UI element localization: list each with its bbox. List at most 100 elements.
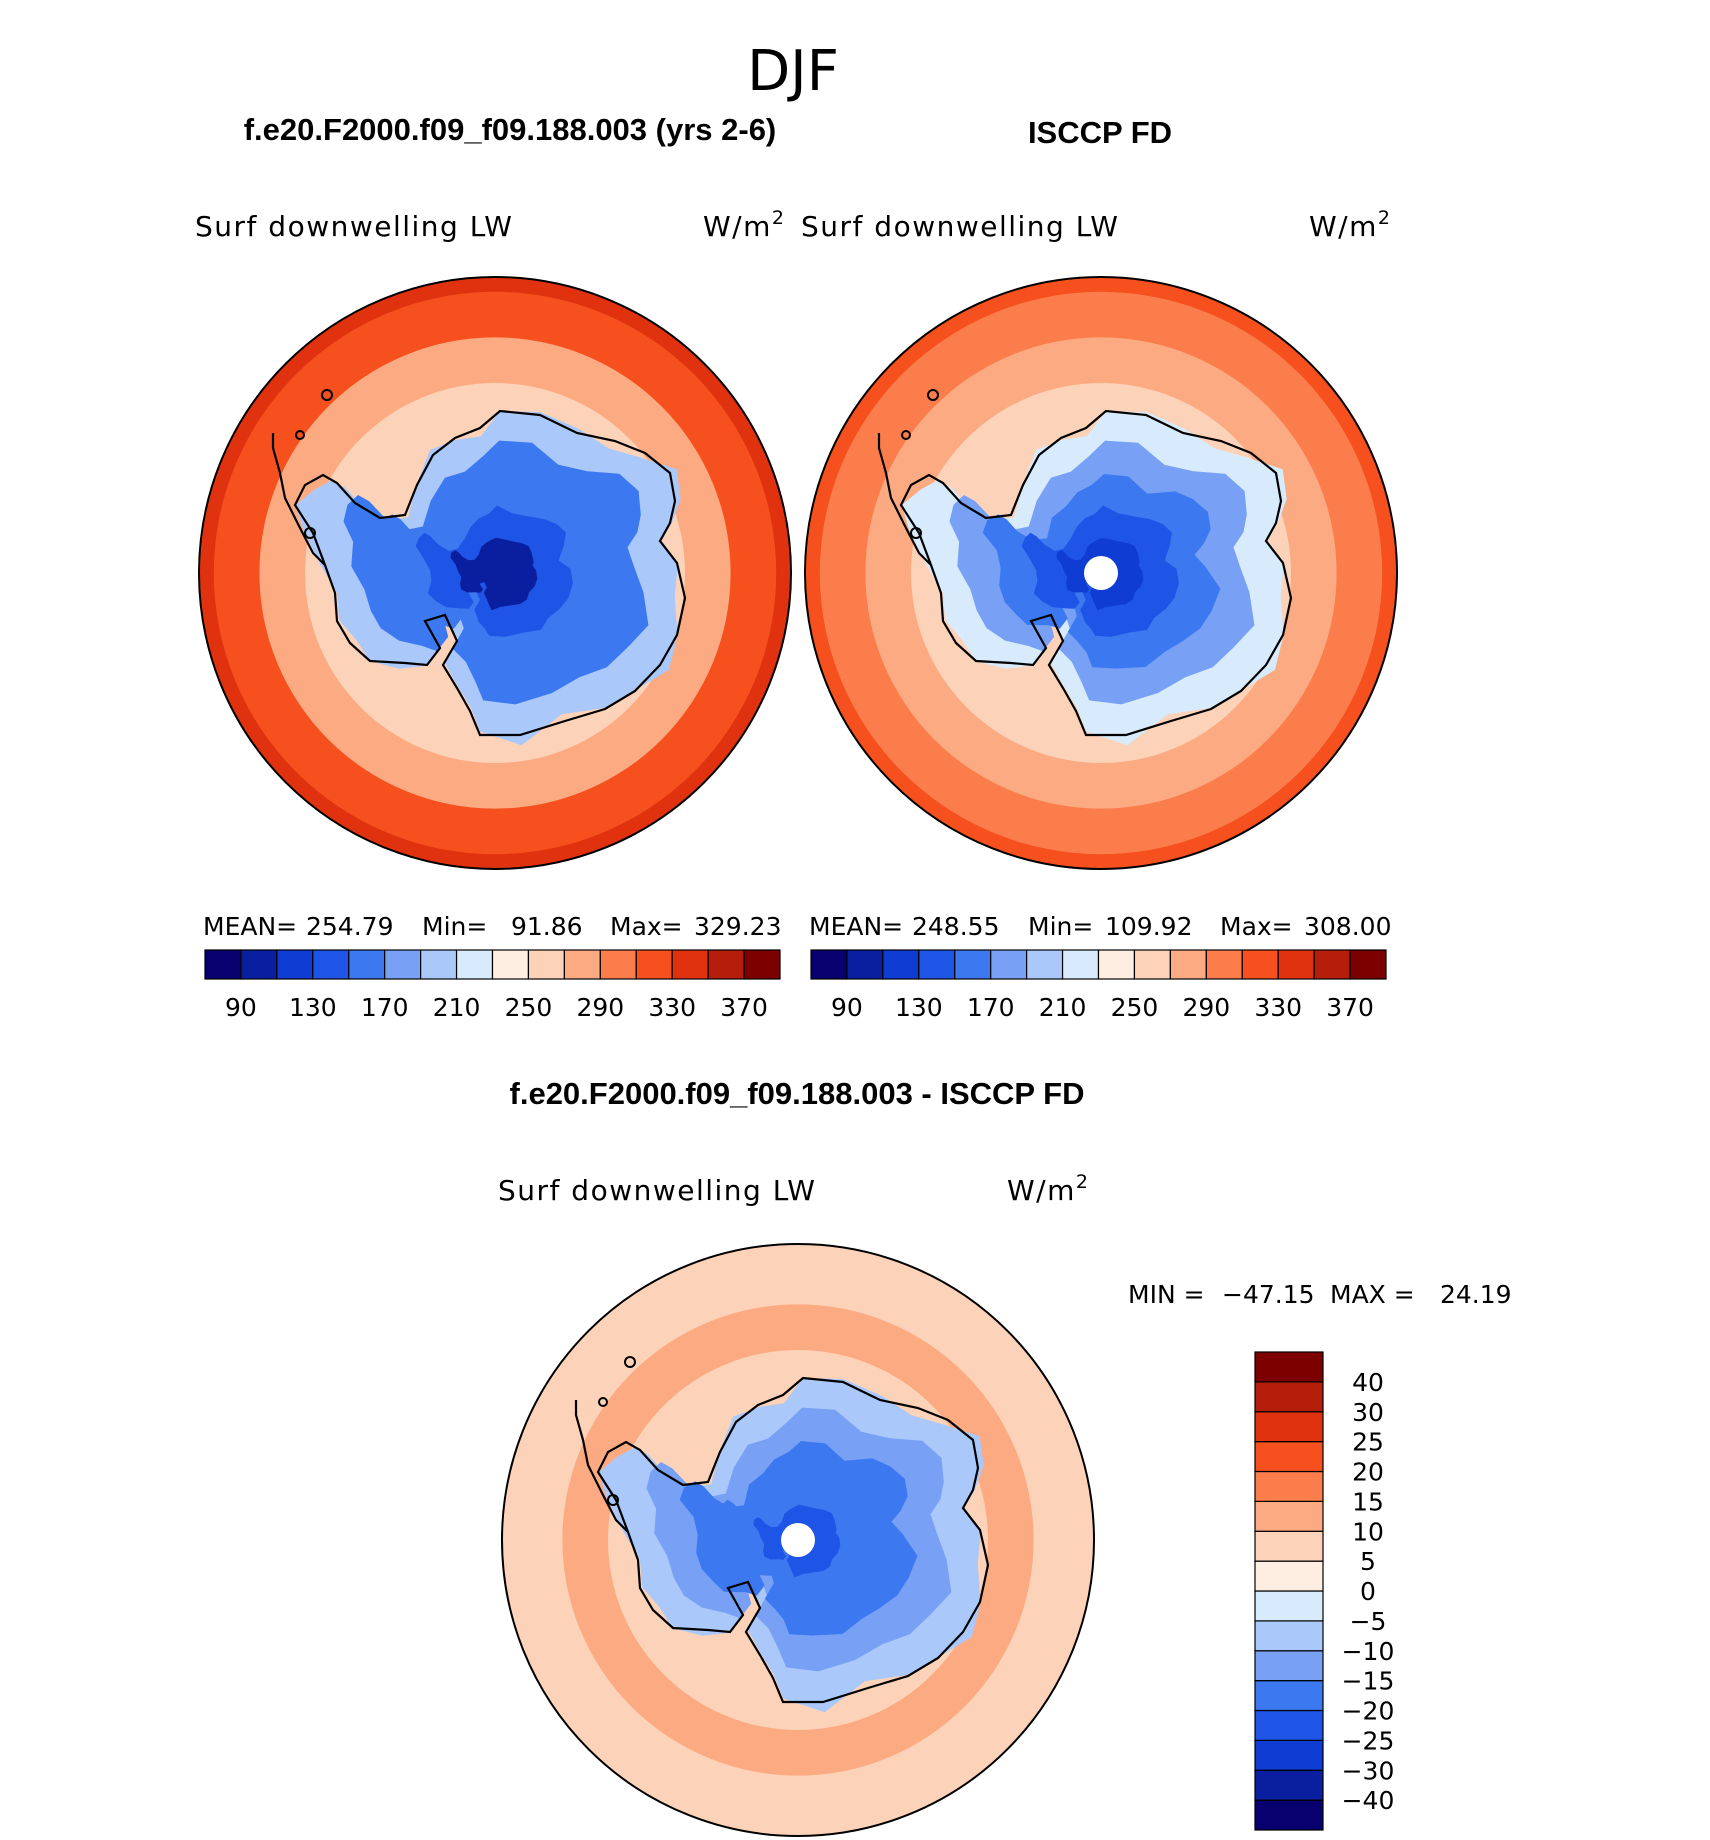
colorbar-swatch <box>1254 1680 1324 1712</box>
panel-1-min-value: 91.86 <box>511 912 583 941</box>
colorbar-swatch <box>1133 949 1171 980</box>
antarctica-coastline <box>293 409 687 737</box>
map-border <box>804 276 1398 870</box>
colorbar-swatch <box>599 949 637 980</box>
colorbar-swatch <box>1254 1799 1324 1831</box>
panel-1-stats: MEAN= 254.79 Min= 91.86 Max= 329.23 <box>203 912 781 941</box>
colorbar-swatch <box>1254 1620 1324 1652</box>
panel-2-stats: MEAN= 248.55 Min= 109.92 Max= 308.00 <box>809 912 1391 941</box>
panel-2-units-label: W/m2 <box>1309 207 1392 243</box>
colorbar-swatch <box>240 949 278 980</box>
colorbar-swatch <box>1254 1650 1324 1682</box>
colorbar-swatch <box>1254 1381 1324 1413</box>
island-coastline <box>796 509 804 517</box>
colorbar-swatch <box>527 949 565 980</box>
colorbar-swatch <box>1254 1769 1324 1801</box>
colorbar-tick-label: 330 <box>1254 993 1302 1022</box>
missing-data-pole <box>781 1523 815 1557</box>
peninsula-coastline <box>574 1400 629 1533</box>
colorbar-tick-label: 25 <box>1352 1428 1384 1457</box>
panel-3-title: f.e20.F2000.f09_f09.188.003 - ISCCP FD <box>510 1076 1085 1111</box>
map-border <box>501 1243 1095 1837</box>
colorbar-swatch <box>918 949 956 980</box>
island-coastline <box>901 430 911 440</box>
colorbar-tick-label: 370 <box>1326 993 1374 1022</box>
panel-1-variable-label: Surf downwelling LW <box>195 210 513 243</box>
panel-1-units-label: W/m2 <box>703 207 786 243</box>
colorbar-tick-label: 330 <box>648 993 696 1022</box>
colorbar-swatch <box>635 949 673 980</box>
colorbar-tick-label: 0 <box>1360 1577 1376 1606</box>
island-coastline <box>927 389 939 401</box>
colorbar-swatch <box>1254 1709 1324 1741</box>
colorbar-tick-label: 250 <box>1111 993 1159 1022</box>
colorbar-tick-label: −30 <box>1342 1756 1395 1785</box>
panel-2-max-label: Max= <box>1220 912 1293 941</box>
colorbar-swatch <box>1254 1739 1324 1771</box>
peninsula-coastline <box>271 433 326 566</box>
colorbar-isccp: 90 130 170 210 250 290 330 370 <box>810 949 1387 1022</box>
colorbar-swatch <box>1254 1590 1324 1622</box>
panel-3-variable-label: Surf downwelling LW <box>498 1174 816 1207</box>
super-title: DJF <box>747 39 839 104</box>
island-coastline <box>304 527 316 539</box>
panel-2-mean-value: 248.55 <box>912 912 999 941</box>
panel-3-units-label: W/m2 <box>1007 1171 1090 1207</box>
colorbar-swatch <box>563 949 601 980</box>
colorbar-swatch <box>1254 1441 1324 1473</box>
colorbar-swatch <box>1254 1560 1324 1592</box>
colorbar-tick-label: 15 <box>1352 1487 1384 1516</box>
colorbar-swatch <box>204 949 242 980</box>
colorbar-tick-label: 30 <box>1352 1398 1384 1427</box>
colorbar-tick-label: 170 <box>967 993 1015 1022</box>
colorbar-tick-label: 130 <box>289 993 337 1022</box>
colorbar-tick-label: 10 <box>1352 1517 1384 1546</box>
colorbar-tick-label: 290 <box>1182 993 1230 1022</box>
panel-3-min-value: −47.15 <box>1222 1280 1315 1309</box>
panel-1-mean-value: 254.79 <box>306 912 393 941</box>
colorbar-swatch <box>348 949 386 980</box>
island-coastline <box>624 1356 636 1368</box>
polar-map-model <box>199 277 791 869</box>
panel-1-max-label: Max= <box>610 912 683 941</box>
colorbar-swatch <box>1313 949 1351 980</box>
colorbar-swatch <box>707 949 745 980</box>
colorbar-swatch <box>990 949 1028 980</box>
colorbar-swatch <box>1026 949 1064 980</box>
colorbar-tick-label: −20 <box>1342 1697 1395 1726</box>
colorbar-swatch <box>846 949 884 980</box>
panel-3-stats: MIN = −47.15 MAX = 24.19 <box>1128 1280 1512 1309</box>
panel-2-max-value: 308.00 <box>1304 912 1391 941</box>
antarctica-coastline <box>899 409 1293 737</box>
colorbar-swatch <box>1241 949 1279 980</box>
colorbar-swatch <box>1349 949 1387 980</box>
antarctica-coastline <box>596 1376 990 1704</box>
colorbar-tick-label: 130 <box>895 993 943 1022</box>
colorbar-swatch <box>455 949 494 980</box>
panel-1-max-value: 329.23 <box>694 912 781 941</box>
colorbar-tick-label: −10 <box>1342 1637 1395 1666</box>
colorbar-swatch <box>743 949 781 980</box>
island-coastline <box>598 1397 608 1407</box>
map-border <box>198 276 792 870</box>
colorbar-swatch <box>312 949 350 980</box>
peninsula-coastline <box>877 433 932 566</box>
colorbar-swatch <box>384 949 422 980</box>
panel-2-title: ISCCP FD <box>1028 115 1172 150</box>
panel-3-min-label: MIN = <box>1128 1280 1205 1309</box>
colorbar-swatch <box>1254 1470 1324 1502</box>
colorbar-swatch <box>1254 1530 1324 1562</box>
colorbar-tick-label: −40 <box>1342 1786 1395 1815</box>
island-coastline <box>295 430 305 440</box>
colorbar-swatch <box>1254 1411 1324 1443</box>
colorbar-swatch <box>1277 949 1315 980</box>
colorbar-tick-label: 210 <box>1039 993 1087 1022</box>
colorbar-tick-label: 20 <box>1352 1458 1384 1487</box>
panel-3-max-value: 24.19 <box>1440 1280 1512 1309</box>
colorbar-model: 90 130 170 210 250 290 330 370 <box>204 949 781 1022</box>
colorbar-swatch <box>954 949 992 980</box>
colorbar-tick-label: −15 <box>1342 1667 1395 1696</box>
panel-1-mean-label: MEAN= <box>203 912 297 941</box>
colorbar-tick-label: 5 <box>1360 1547 1376 1576</box>
